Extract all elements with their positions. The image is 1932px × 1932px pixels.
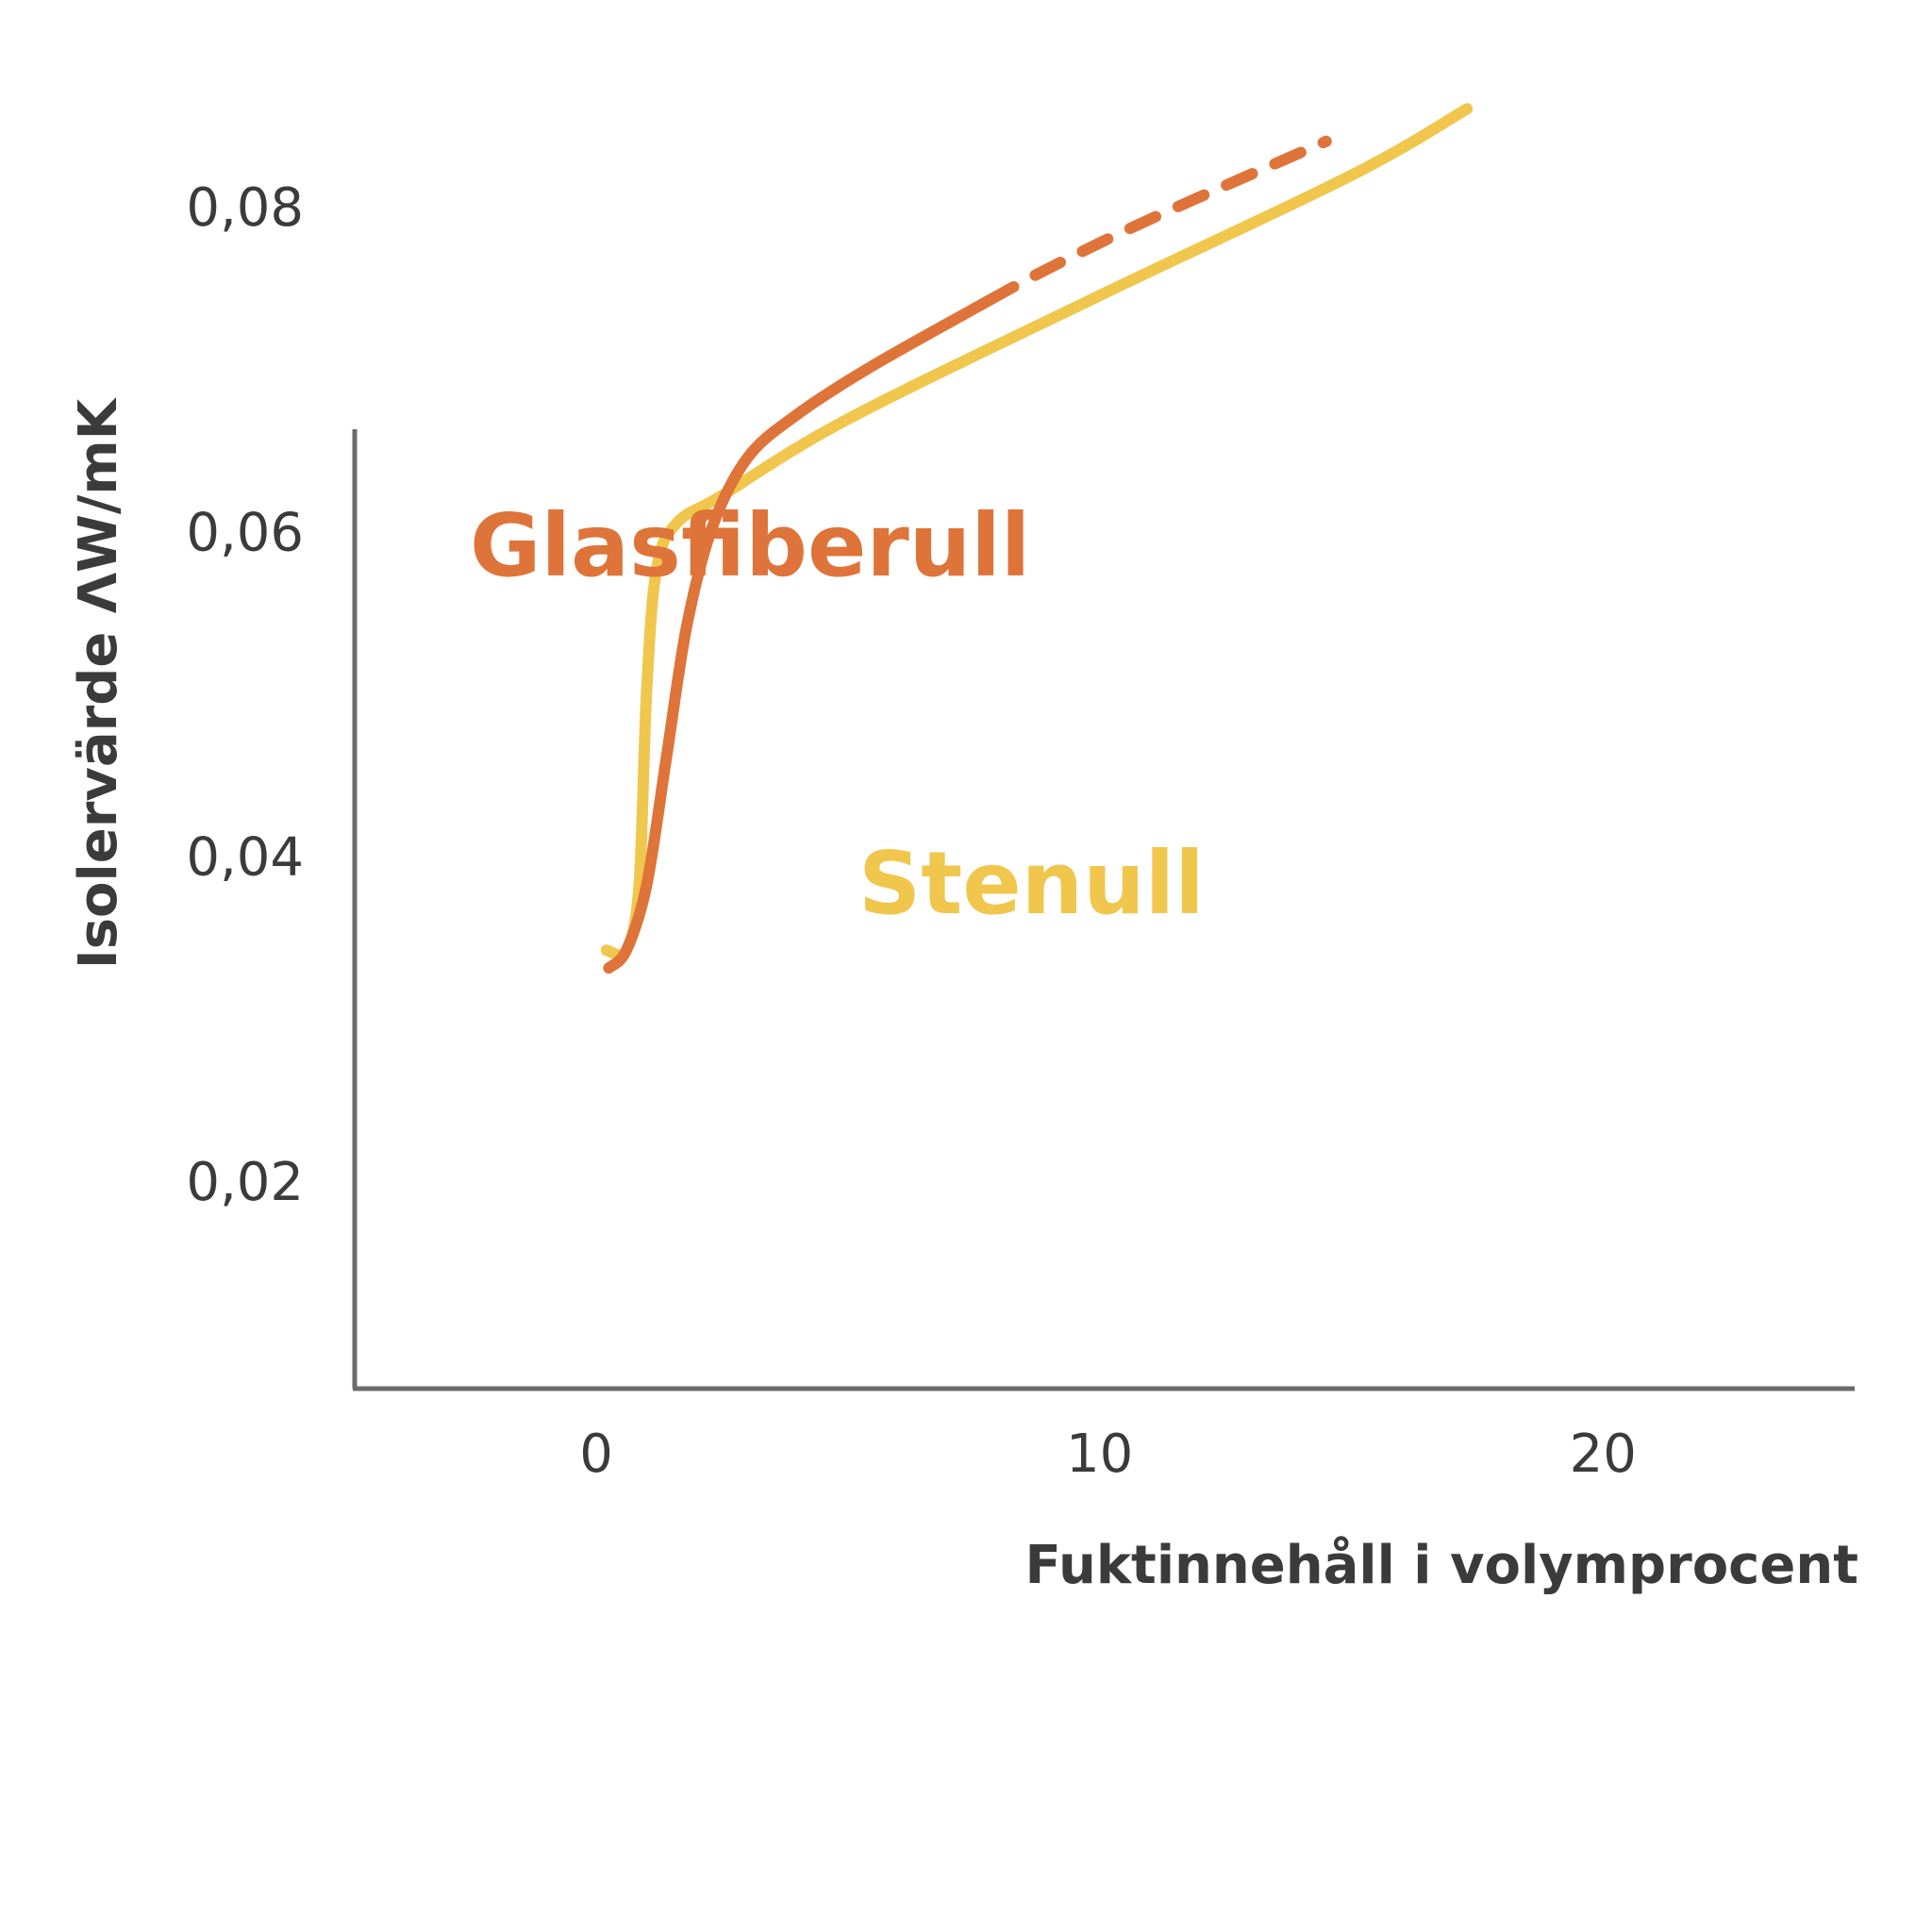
- series-label-stenull: Stenull: [858, 833, 1205, 934]
- y-tick-labels: 0,02 0,04 0,06 0,08: [186, 177, 304, 1213]
- series-label-glasfiberull: Glasfiberull: [470, 495, 1030, 596]
- series-line-glasfiberull-solid: [603, 294, 995, 974]
- x-tick-label: 0: [579, 1424, 613, 1485]
- series-lines: [600, 103, 1474, 974]
- y-tick-label: 0,02: [186, 1152, 304, 1213]
- y-tick-label: 0,04: [186, 827, 304, 889]
- y-tick-label: 0,08: [186, 177, 304, 239]
- x-tick-label: 10: [1066, 1424, 1133, 1485]
- x-tick-label: 20: [1570, 1424, 1637, 1485]
- x-axis-title: Fuktinnehåll i volymprocent: [1024, 1535, 1858, 1596]
- x-tick-labels: 0 10 20: [579, 1424, 1637, 1485]
- y-axis-title: Isolervärde ΛW/mK: [68, 396, 129, 969]
- series-line-glasfiberull-dashed: [983, 135, 1332, 307]
- y-tick-label: 0,06: [186, 502, 304, 563]
- series-line-stenull: [600, 103, 1474, 961]
